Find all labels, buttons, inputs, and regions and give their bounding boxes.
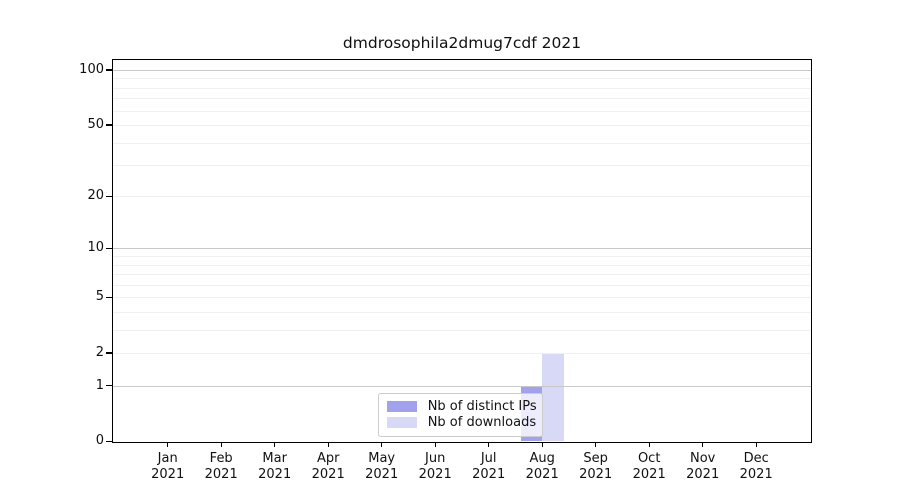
gridline: [113, 256, 811, 258]
y-tick-label: 2: [95, 344, 104, 360]
y-tick: [105, 195, 112, 197]
x-tick: [595, 442, 597, 447]
x-tick: [702, 442, 704, 447]
x-tick-label-line: Feb: [209, 451, 233, 466]
x-tick-label: Jan 2021: [138, 451, 198, 482]
y-tick: [105, 247, 112, 249]
gridline: [113, 248, 811, 250]
x-tick-label: Dec 2021: [726, 451, 786, 482]
gridline: [113, 329, 811, 331]
x-tick: [327, 442, 329, 447]
x-tick-label-line: Jan: [157, 451, 178, 466]
x-tick-label-line: Oct: [637, 451, 661, 466]
x-tick-label-line: Sep: [583, 451, 608, 466]
x-tick: [381, 442, 383, 447]
gridline: [113, 124, 811, 126]
x-tick-label-line: 2021: [525, 466, 559, 482]
gridline: [113, 284, 811, 286]
x-tick-label-line: 2021: [151, 466, 185, 482]
x-tick-label-line: 2021: [686, 466, 720, 482]
gridline: [113, 352, 811, 354]
y-tick: [105, 69, 112, 71]
gridline: [113, 165, 811, 166]
x-tick-label: Mar 2021: [245, 451, 305, 482]
gridline: [113, 78, 811, 80]
legend-item-distinct-ips: Nb of distinct IPs: [386, 399, 537, 415]
gridline: [113, 274, 811, 276]
x-tick-label: Feb 2021: [191, 451, 251, 482]
gridline: [113, 196, 811, 198]
legend-label-distinct-ips: Nb of distinct IPs: [427, 399, 537, 415]
x-tick-label: Aug 2021: [512, 451, 572, 482]
x-tick-label-line: Jul: [480, 451, 497, 466]
gridline: [113, 311, 811, 313]
x-tick-label-line: Nov: [690, 451, 716, 466]
x-tick: [648, 442, 650, 447]
legend-swatch-distinct-ips: [386, 401, 417, 413]
x-tick-label-line: 2021: [739, 466, 773, 482]
x-tick-label: Jun 2021: [405, 451, 465, 482]
y-tick-label: 1: [95, 377, 104, 393]
x-tick-label: Nov 2021: [673, 451, 733, 482]
x-tick-label-line: May: [368, 451, 396, 466]
x-tick-label: Sep 2021: [566, 451, 626, 482]
y-tick: [105, 352, 112, 354]
x-tick-label-line: Apr: [316, 451, 340, 466]
x-tick-label-line: 2021: [418, 466, 452, 482]
x-tick-label-line: 2021: [365, 466, 399, 482]
x-tick-label-line: Mar: [262, 451, 287, 466]
plot-area: Nb of distinct IPs Nb of downloads 0 1 2 5 1…: [79, 59, 812, 482]
x-tick-label-line: 2021: [311, 466, 345, 482]
x-tick-label: Apr 2021: [298, 451, 358, 482]
gridline: [113, 98, 811, 100]
x-tick: [220, 442, 222, 447]
gridline: [113, 87, 811, 89]
x-tick: [755, 442, 757, 447]
x-tick-label-line: 2021: [632, 466, 666, 482]
x-tick-label-line: Dec: [743, 451, 769, 466]
gridline: [113, 142, 811, 144]
legend-label-downloads: Nb of downloads: [427, 415, 537, 431]
y-tick-label: 20: [87, 188, 104, 204]
x-tick: [167, 442, 169, 447]
y-tick: [105, 124, 112, 126]
legend: Nb of distinct IPs Nb of downloads: [377, 392, 543, 437]
gridline: [113, 110, 811, 112]
x-tick: [274, 442, 276, 447]
gridline: [113, 264, 811, 266]
x-tick: [488, 442, 490, 447]
x-tick-label-line: Aug: [529, 451, 555, 466]
y-tick-label: 50: [87, 116, 104, 132]
y-tick: [105, 385, 112, 387]
y-tick: [105, 440, 112, 442]
x-tick-label: May 2021: [352, 451, 412, 482]
x-tick-label: Oct 2021: [619, 451, 679, 482]
x-tick-label: Jul 2021: [459, 451, 519, 482]
x-tick-label-line: 2021: [472, 466, 506, 482]
gridline: [113, 385, 811, 387]
bar-downloads: [542, 352, 564, 442]
chart-title: dmdrosophila2dmug7cdf 2021: [342, 34, 582, 52]
x-tick: [541, 442, 543, 447]
y-tick-label: 5: [95, 289, 104, 305]
y-tick-label: 100: [79, 61, 104, 77]
gridline: [113, 297, 811, 299]
gridline: [113, 69, 811, 71]
x-tick-label-line: Jun: [425, 451, 446, 466]
y-tick: [105, 296, 112, 298]
x-tick-label-line: 2021: [579, 466, 613, 482]
x-tick: [434, 442, 436, 447]
x-tick-label-line: 2021: [204, 466, 238, 482]
y-tick-label: 0: [95, 433, 104, 449]
x-tick-label-line: 2021: [258, 466, 292, 482]
y-tick-label: 10: [87, 240, 104, 256]
legend-item-downloads: Nb of downloads: [386, 415, 537, 431]
legend-swatch-downloads: [386, 417, 417, 429]
